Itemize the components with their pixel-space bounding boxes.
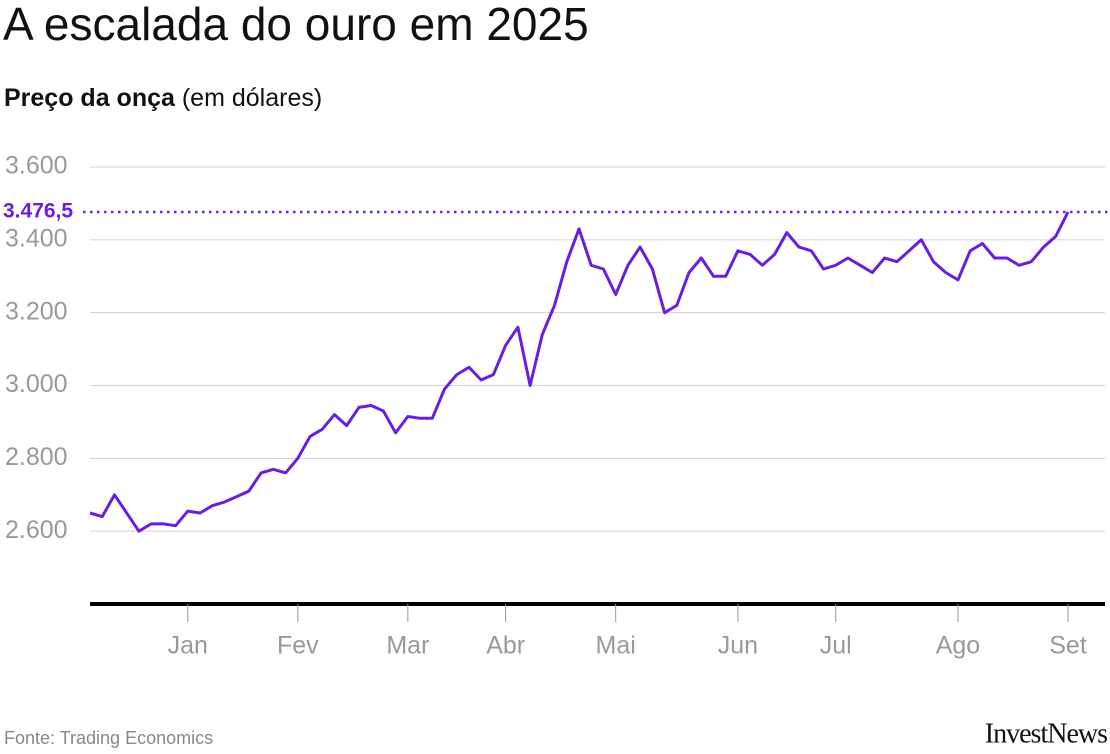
y-tick-label: 2.800 (5, 443, 68, 471)
x-tick-label: Jan (168, 632, 208, 660)
y-tick-label: 2.600 (5, 516, 68, 544)
y-tick-label: 3.200 (5, 297, 68, 325)
value-label: 3.476,5 (3, 200, 73, 223)
y-tick-label: 3.600 (5, 152, 68, 180)
x-tick-label: Set (1049, 632, 1087, 660)
x-tick-label: Jun (718, 632, 758, 660)
x-tick-label: Mai (596, 632, 636, 660)
y-tick-label: 3.000 (5, 370, 68, 398)
y-tick-label: 3.400 (5, 224, 68, 252)
x-tick-label: Jul (820, 632, 852, 660)
chart-subtitle: Preço da onça (em dólares) (4, 84, 322, 112)
x-tick-label: Fev (277, 632, 319, 660)
subtitle-rest: (em dólares) (182, 84, 322, 112)
x-tick-label: Ago (936, 632, 980, 660)
brand-logo: InvestNews (985, 718, 1107, 749)
x-tick-label: Mar (386, 632, 429, 660)
source: Fonte: Trading Economics (4, 728, 213, 748)
price-line (89, 211, 1070, 533)
x-tick-label: Abr (486, 632, 525, 660)
chart-title: A escalada do ouro em 2025 (3, 0, 589, 50)
subtitle-bold: Preço da onça (4, 84, 176, 112)
